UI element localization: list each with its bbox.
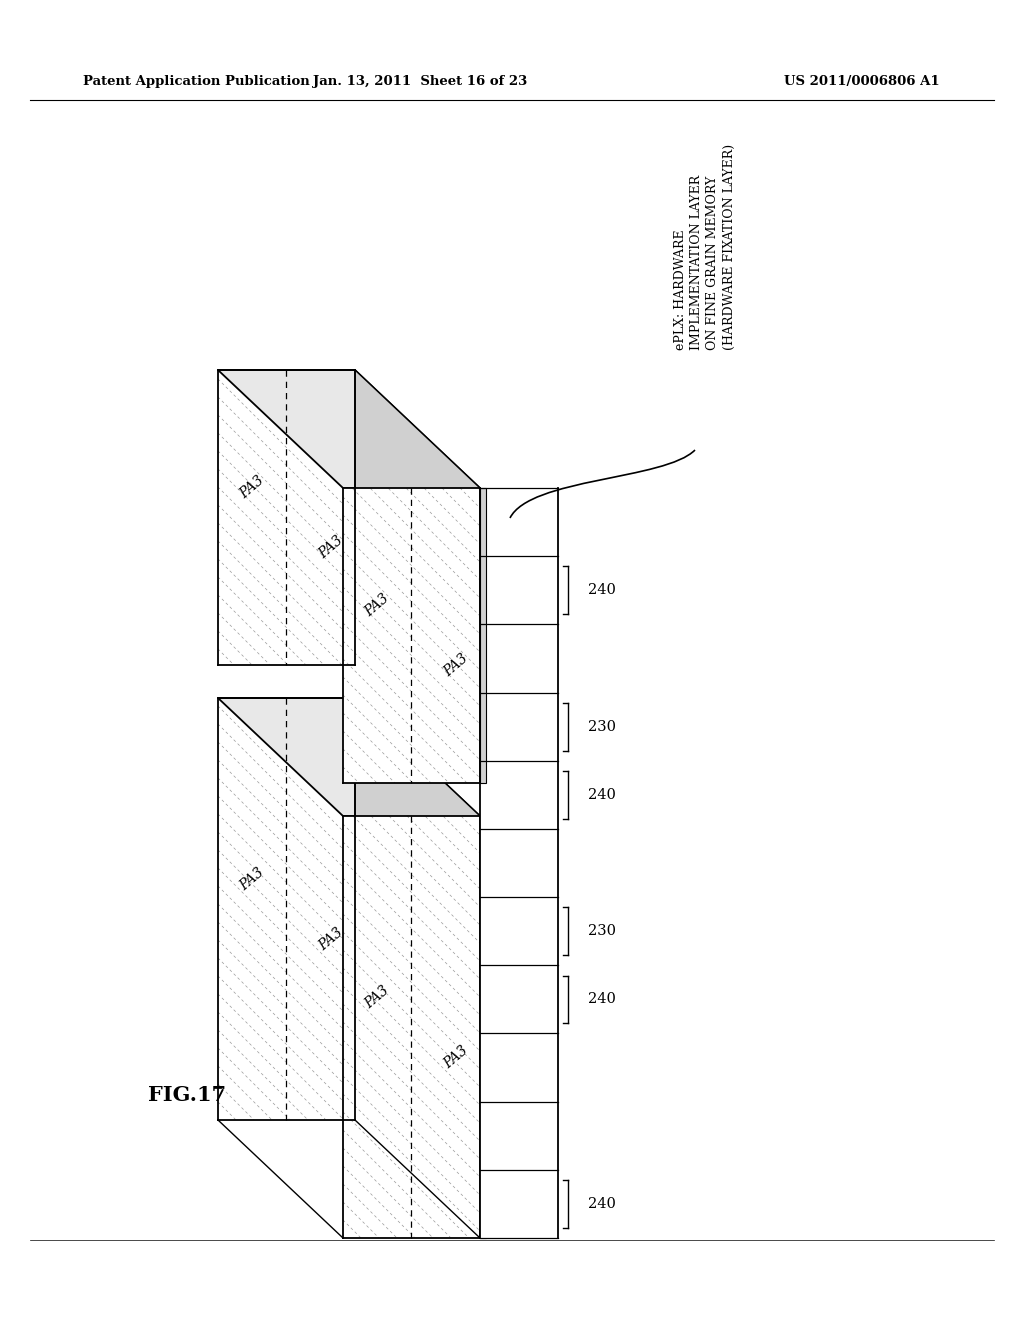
- Text: 230: 230: [588, 924, 616, 939]
- Bar: [218, 698, 355, 1119]
- Bar: [480, 488, 486, 783]
- Text: US 2011/0006806 A1: US 2011/0006806 A1: [784, 75, 940, 88]
- Text: PA3: PA3: [238, 865, 267, 894]
- Bar: [480, 816, 486, 1238]
- Text: 240: 240: [588, 1197, 615, 1210]
- Text: PA3: PA3: [315, 533, 345, 561]
- Text: 230: 230: [588, 719, 616, 734]
- Text: 240: 240: [588, 993, 615, 1006]
- Text: PA3: PA3: [440, 652, 470, 680]
- Polygon shape: [355, 370, 480, 783]
- Text: FIG.17: FIG.17: [148, 1085, 226, 1105]
- Bar: [480, 488, 558, 1238]
- Text: 240: 240: [588, 788, 615, 801]
- Text: ePLX: HARDWARE
IMPLEMENTATION LAYER
ON FINE GRAIN MEMORY
(HARDWARE FIXATION LAYE: ePLX: HARDWARE IMPLEMENTATION LAYER ON F…: [675, 144, 735, 350]
- Text: PA3: PA3: [362, 983, 392, 1011]
- Polygon shape: [218, 698, 480, 816]
- Text: Patent Application Publication: Patent Application Publication: [83, 75, 309, 88]
- Bar: [218, 370, 355, 665]
- Text: PA3: PA3: [440, 1043, 470, 1071]
- Polygon shape: [355, 698, 480, 1238]
- Text: Jan. 13, 2011  Sheet 16 of 23: Jan. 13, 2011 Sheet 16 of 23: [313, 75, 527, 88]
- Text: PA3: PA3: [238, 474, 267, 502]
- Polygon shape: [218, 370, 480, 488]
- Text: 240: 240: [588, 583, 615, 597]
- Bar: [343, 488, 480, 783]
- Text: PA3: PA3: [362, 591, 392, 619]
- Bar: [343, 816, 480, 1238]
- Text: PA3: PA3: [315, 925, 345, 953]
